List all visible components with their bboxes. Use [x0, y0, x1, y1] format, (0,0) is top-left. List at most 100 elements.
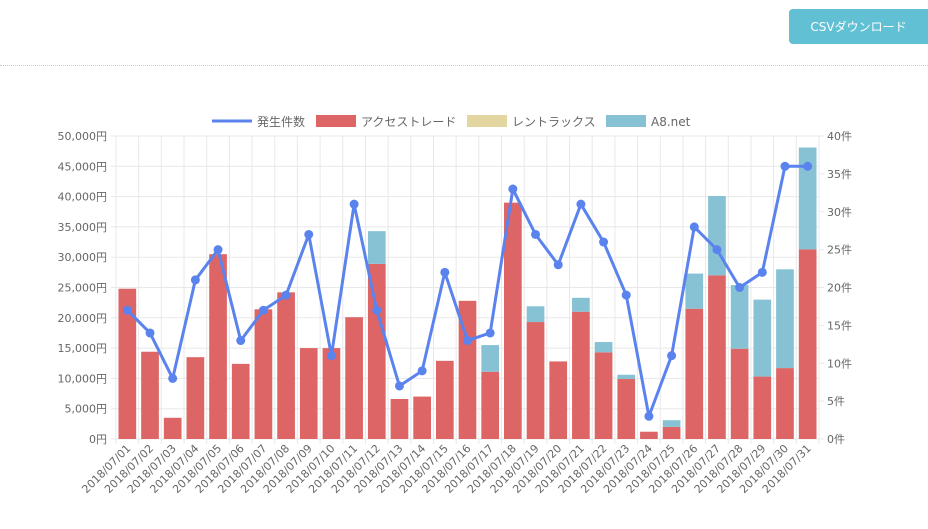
line-point — [667, 351, 677, 361]
y-right-tick-label: 25件 — [827, 244, 852, 257]
bar-a8net — [526, 306, 545, 323]
y-left-tick-label: 30,000円 — [58, 251, 108, 264]
bar- — [277, 292, 295, 439]
line-point — [168, 373, 178, 383]
bar-a8net — [662, 420, 681, 427]
y-left-tick-label: 15,000円 — [58, 342, 108, 355]
line-point — [689, 222, 699, 232]
line-point — [122, 305, 132, 315]
bar-a8net — [798, 147, 817, 250]
legend-swatch — [316, 115, 356, 127]
legend-label: アクセストレード — [361, 115, 456, 129]
legend-label: 発生件数 — [257, 114, 305, 129]
bar- — [390, 399, 409, 439]
line-point — [712, 245, 722, 255]
line-point — [213, 245, 223, 255]
bar-a8net — [685, 273, 704, 309]
bar- — [435, 360, 454, 439]
bar- — [413, 396, 431, 439]
bar- — [708, 275, 726, 439]
bar- — [141, 351, 159, 439]
y-right-tick-label: 35件 — [827, 168, 852, 181]
bar- — [662, 426, 681, 439]
bar- — [798, 249, 817, 439]
line-point — [372, 305, 382, 315]
bar- — [617, 379, 636, 439]
line-point — [508, 184, 518, 194]
y-right-tick-label: 15件 — [827, 319, 852, 332]
legend-swatch — [606, 115, 646, 127]
legend-swatch — [467, 115, 507, 127]
bar- — [163, 417, 182, 439]
bar-a8net — [753, 299, 772, 377]
legend-label: レントラックス — [512, 115, 596, 129]
bar- — [594, 352, 613, 439]
line-point — [803, 161, 813, 171]
bar- — [209, 254, 227, 439]
y-left-tick-label: 10,000円 — [58, 372, 108, 385]
line-point — [440, 267, 450, 277]
bar-a8net — [730, 285, 749, 349]
bar- — [640, 431, 658, 439]
y-left-tick-label: 0円 — [89, 433, 107, 446]
line-point — [304, 229, 314, 239]
y-right-tick-label: 10件 — [827, 357, 852, 370]
line-point — [145, 328, 155, 338]
bar- — [299, 348, 318, 439]
bar- — [685, 308, 704, 439]
y-right-tick-label: 30件 — [827, 206, 852, 219]
line-point — [349, 199, 359, 209]
bar- — [753, 376, 772, 439]
y-right-tick-label: 0件 — [827, 433, 845, 446]
csv-download-button[interactable]: CSVダウンロード — [789, 9, 928, 44]
y-right-tick-label: 5件 — [827, 395, 845, 408]
bar-a8net — [617, 374, 636, 380]
line-point — [531, 229, 541, 239]
line-point — [757, 267, 767, 277]
bar- — [254, 309, 273, 439]
line-point — [417, 366, 427, 376]
bar- — [186, 357, 205, 439]
y-left-tick-label: 35,000円 — [58, 221, 108, 234]
bar- — [504, 202, 522, 439]
line-point — [463, 336, 472, 346]
bar-a8net — [776, 269, 794, 369]
bar- — [776, 368, 794, 439]
y-right-tick-label: 20件 — [827, 282, 852, 295]
line-point — [485, 328, 495, 338]
y-left-tick-label: 45,000円 — [58, 160, 108, 173]
bar- — [322, 348, 341, 439]
line-point — [281, 290, 291, 300]
bar-a8net — [572, 297, 590, 312]
bar- — [458, 300, 477, 439]
line-point — [236, 336, 246, 346]
line-point — [621, 290, 631, 300]
bar- — [549, 361, 568, 439]
bar- — [526, 322, 545, 439]
y-left-tick-label: 40,000円 — [58, 191, 108, 204]
line-point — [576, 199, 586, 209]
bar- — [730, 348, 749, 439]
line-point — [553, 260, 563, 270]
bar- — [572, 311, 590, 439]
line-point — [258, 305, 268, 315]
line-point — [326, 351, 336, 361]
header-divider — [0, 65, 928, 66]
bar- — [481, 371, 500, 439]
bar-a8net — [481, 345, 500, 372]
bar-a8net — [594, 342, 613, 353]
bar-a8net — [708, 195, 726, 276]
y-left-tick-label: 5,000円 — [65, 403, 108, 416]
line-point — [394, 381, 404, 391]
y-right-tick-label: 40件 — [827, 130, 852, 143]
y-left-tick-label: 20,000円 — [58, 312, 108, 325]
bar- — [231, 363, 250, 439]
line-point — [599, 237, 609, 247]
line-point — [644, 411, 654, 421]
line-point — [190, 275, 200, 285]
line-point — [780, 161, 790, 171]
y-left-tick-label: 25,000円 — [58, 282, 108, 295]
bar- — [367, 263, 386, 439]
